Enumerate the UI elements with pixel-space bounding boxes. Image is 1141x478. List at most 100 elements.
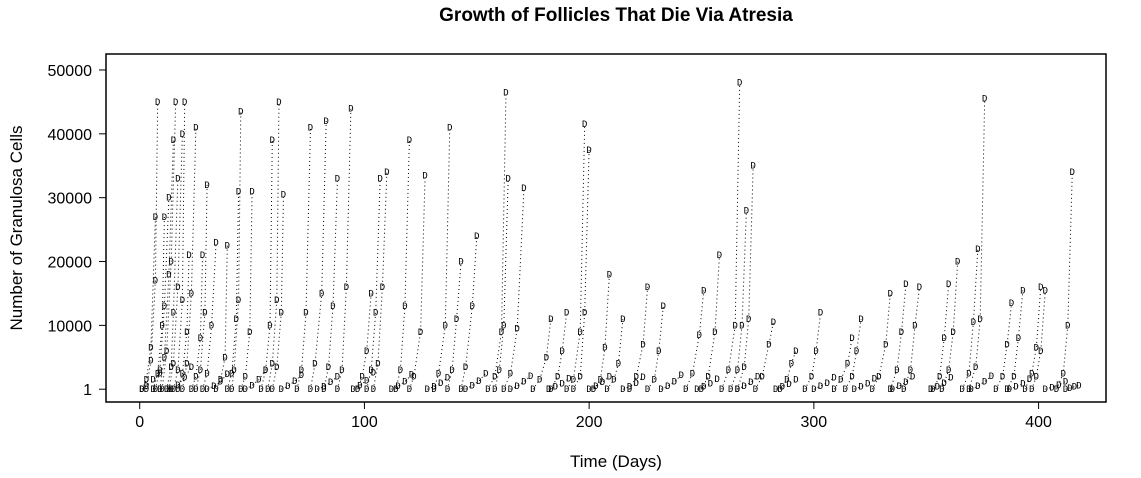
series-line bbox=[465, 372, 487, 390]
data-point: D bbox=[148, 344, 153, 354]
data-point: D bbox=[699, 385, 704, 395]
data-point: D bbox=[640, 373, 645, 383]
data-point: D bbox=[443, 321, 448, 331]
data-point: D bbox=[634, 373, 639, 383]
data-point: D bbox=[773, 385, 778, 395]
data-point: D bbox=[559, 347, 564, 357]
data-point: D bbox=[1004, 341, 1009, 351]
series-line bbox=[737, 165, 754, 390]
data-point: D bbox=[1034, 373, 1039, 383]
data-point: D bbox=[328, 378, 333, 388]
data-point: D bbox=[377, 175, 382, 185]
data-point: D bbox=[975, 245, 980, 255]
x-tick-label: 0 bbox=[135, 414, 144, 431]
data-point: D bbox=[162, 302, 167, 312]
data-point: D bbox=[193, 385, 198, 395]
data-point: D bbox=[616, 360, 621, 370]
data-point: D bbox=[243, 373, 248, 383]
data-point: D bbox=[975, 382, 980, 392]
data-point: D bbox=[739, 321, 744, 331]
data-point: D bbox=[238, 385, 243, 395]
series-line bbox=[323, 178, 338, 390]
series-line bbox=[932, 283, 950, 390]
data-point: D bbox=[735, 385, 740, 395]
data-point: D bbox=[777, 385, 782, 395]
data-point: D bbox=[620, 385, 625, 395]
data-point: D bbox=[1063, 385, 1068, 395]
data-point: D bbox=[989, 372, 994, 382]
series-line bbox=[566, 124, 586, 390]
series-line bbox=[141, 216, 156, 390]
data-point: D bbox=[200, 251, 205, 261]
data-point: D bbox=[802, 385, 807, 395]
data-point: D bbox=[202, 309, 207, 319]
data-point: D bbox=[640, 341, 645, 351]
series-line bbox=[395, 140, 410, 390]
data-point: D bbox=[299, 371, 304, 381]
chart-title: Growth of Follicles That Die Via Atresia bbox=[439, 5, 793, 26]
data-point: D bbox=[982, 95, 987, 105]
series-traces bbox=[141, 82, 1080, 390]
series-line bbox=[177, 255, 190, 390]
data-point: D bbox=[946, 366, 951, 376]
data-point: D bbox=[308, 123, 313, 133]
data-point: D bbox=[813, 347, 818, 357]
data-point: D bbox=[497, 366, 502, 376]
data-point: D bbox=[564, 385, 569, 395]
data-point: D bbox=[274, 296, 279, 306]
data-point: D bbox=[303, 309, 308, 319]
data-point: D bbox=[180, 369, 185, 379]
data-point: D bbox=[198, 366, 203, 376]
data-point: D bbox=[708, 380, 713, 390]
data-point: D bbox=[753, 385, 758, 395]
data-point: D bbox=[941, 334, 946, 344]
data-point: D bbox=[175, 381, 180, 391]
data-point: D bbox=[312, 360, 317, 370]
data-point: D bbox=[198, 334, 203, 344]
data-point: D bbox=[521, 184, 526, 194]
data-point: D bbox=[521, 378, 526, 388]
data-point: D bbox=[968, 385, 973, 395]
data-point: D bbox=[658, 385, 663, 395]
data-point: D bbox=[371, 369, 376, 379]
data-point: D bbox=[171, 385, 176, 395]
data-point: D bbox=[899, 328, 904, 338]
data-point: D bbox=[897, 382, 902, 392]
data-point: D bbox=[371, 385, 376, 395]
data-point: D bbox=[335, 373, 340, 383]
data-point: D bbox=[620, 315, 625, 325]
data-point: D bbox=[888, 385, 893, 395]
y-axis: 1 10000 20000 30000 40000 50000 bbox=[48, 63, 106, 399]
data-point: D bbox=[474, 232, 479, 242]
data-point: D bbox=[582, 309, 587, 319]
data-point: D bbox=[555, 373, 560, 383]
data-point: D bbox=[231, 366, 236, 376]
data-point: D bbox=[1076, 381, 1081, 391]
data-point: D bbox=[586, 385, 591, 395]
data-point: D bbox=[425, 385, 430, 395]
data-point: D bbox=[139, 385, 144, 395]
data-point: D bbox=[901, 385, 906, 395]
data-point: D bbox=[285, 382, 290, 392]
data-point: D bbox=[335, 175, 340, 185]
series-line bbox=[170, 366, 192, 390]
series-line bbox=[433, 127, 451, 390]
data-point: D bbox=[645, 385, 650, 395]
data-point: D bbox=[741, 382, 746, 392]
data-point: D bbox=[256, 376, 261, 386]
data-point: D bbox=[157, 385, 162, 395]
data-point: D bbox=[825, 379, 830, 389]
data-point: D bbox=[577, 328, 582, 338]
data-point: D bbox=[182, 98, 187, 108]
data-point: D bbox=[458, 385, 463, 395]
data-point: D bbox=[719, 385, 724, 395]
data-point: D bbox=[849, 334, 854, 344]
data-point: D bbox=[270, 360, 275, 370]
series-line bbox=[487, 92, 507, 390]
data-point: D bbox=[330, 302, 335, 312]
data-point: D bbox=[697, 331, 702, 341]
data-point: D bbox=[204, 181, 209, 191]
series-line bbox=[231, 111, 242, 390]
data-point: D bbox=[714, 375, 719, 385]
data-point: D bbox=[236, 187, 241, 197]
